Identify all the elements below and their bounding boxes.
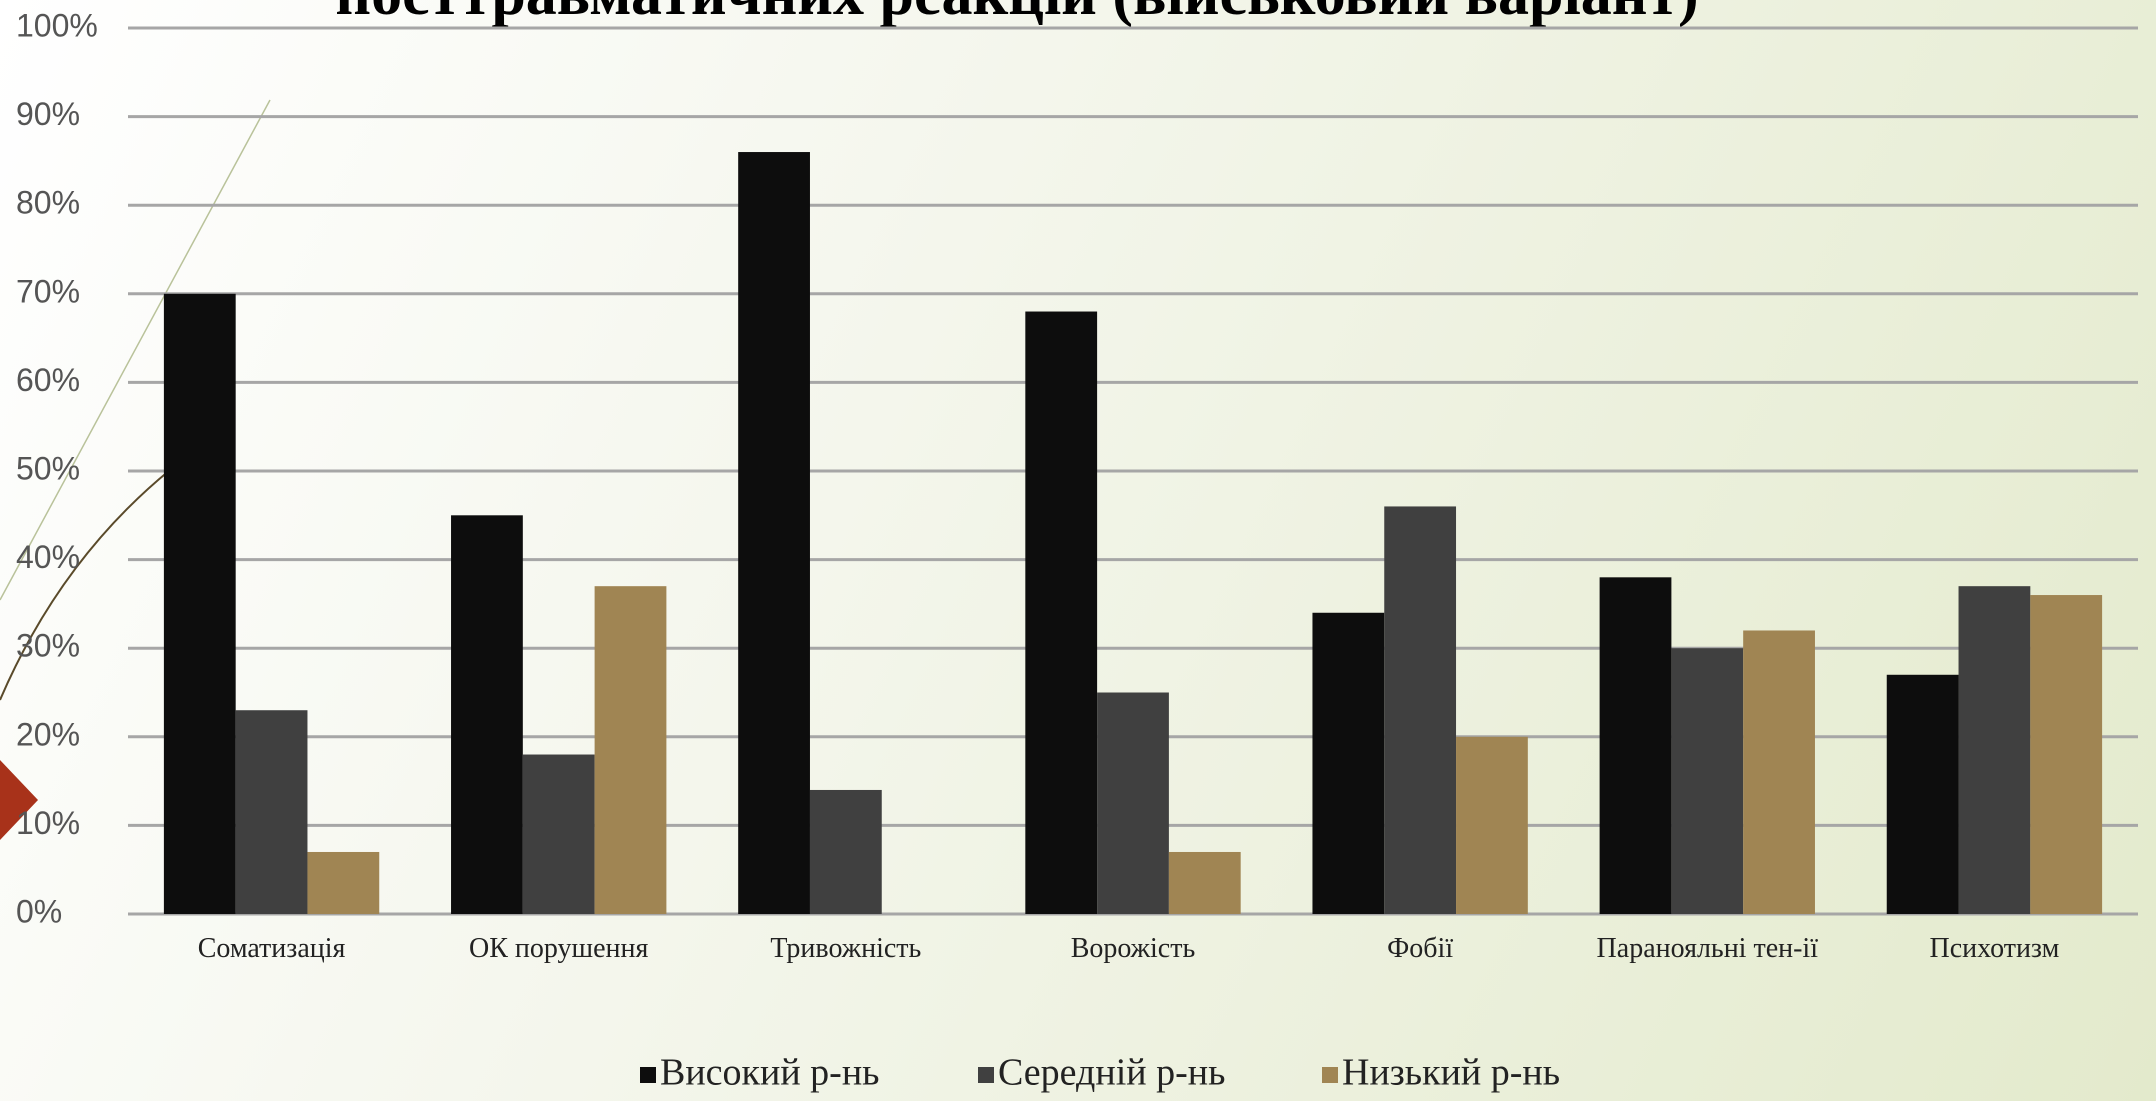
- bar: [1743, 630, 1815, 914]
- bar: [163, 293, 236, 914]
- legend-swatch: [978, 1067, 994, 1083]
- bar: [235, 710, 308, 914]
- bar: [809, 789, 882, 914]
- legend-label: Високий р-нь: [660, 1052, 880, 1094]
- x-tick-label: Фобії: [1387, 933, 1454, 964]
- y-tick-label: 80%: [16, 185, 80, 221]
- legend-swatch: [640, 1067, 656, 1083]
- legend-swatch: [1322, 1067, 1338, 1083]
- x-tick-label: Соматизація: [197, 933, 346, 964]
- bar: [1886, 674, 1959, 914]
- bar: [522, 754, 595, 914]
- y-tick-label: 60%: [16, 362, 80, 398]
- x-tick-label: ОК порушення: [469, 933, 649, 964]
- bar: [1384, 506, 1457, 914]
- bar: [307, 851, 380, 914]
- y-tick-label: 0%: [16, 893, 62, 929]
- bar: [594, 586, 667, 914]
- y-tick-label: 40%: [16, 539, 80, 575]
- bar: [2030, 595, 2103, 914]
- x-tick-label: Ворожість: [1070, 933, 1196, 964]
- legend-label: Середній р-нь: [998, 1052, 1225, 1094]
- y-tick-label: 90%: [16, 96, 80, 132]
- x-tick-label: Паранояльні тен-ії: [1596, 933, 1818, 964]
- bar: [1958, 586, 2031, 914]
- decor-line: [0, 99, 271, 601]
- bar: [1599, 577, 1672, 914]
- bar: [738, 152, 810, 915]
- y-tick-label: 30%: [16, 628, 80, 664]
- decor-diamond: [0, 760, 38, 840]
- bar: [1312, 612, 1385, 914]
- y-tick-label: 20%: [16, 716, 80, 752]
- bar: [1025, 311, 1098, 914]
- y-tick-label: 70%: [16, 273, 80, 309]
- chart-title: посттравматичних реакцій (військовий вар…: [335, 0, 1698, 28]
- y-tick-label: 100%: [16, 7, 98, 43]
- y-tick-label: 10%: [16, 805, 80, 841]
- bar: [451, 515, 523, 914]
- bar: [1671, 648, 1744, 914]
- y-tick-label: 50%: [16, 450, 80, 486]
- x-tick-label: Тривожність: [770, 933, 922, 964]
- x-tick-label: Психотизм: [1929, 933, 2060, 964]
- legend-label: Низький р-нь: [1342, 1052, 1560, 1094]
- bar: [1456, 736, 1528, 914]
- decor-line: [0, 469, 171, 701]
- bar: [1097, 692, 1169, 914]
- bar: [1168, 851, 1241, 914]
